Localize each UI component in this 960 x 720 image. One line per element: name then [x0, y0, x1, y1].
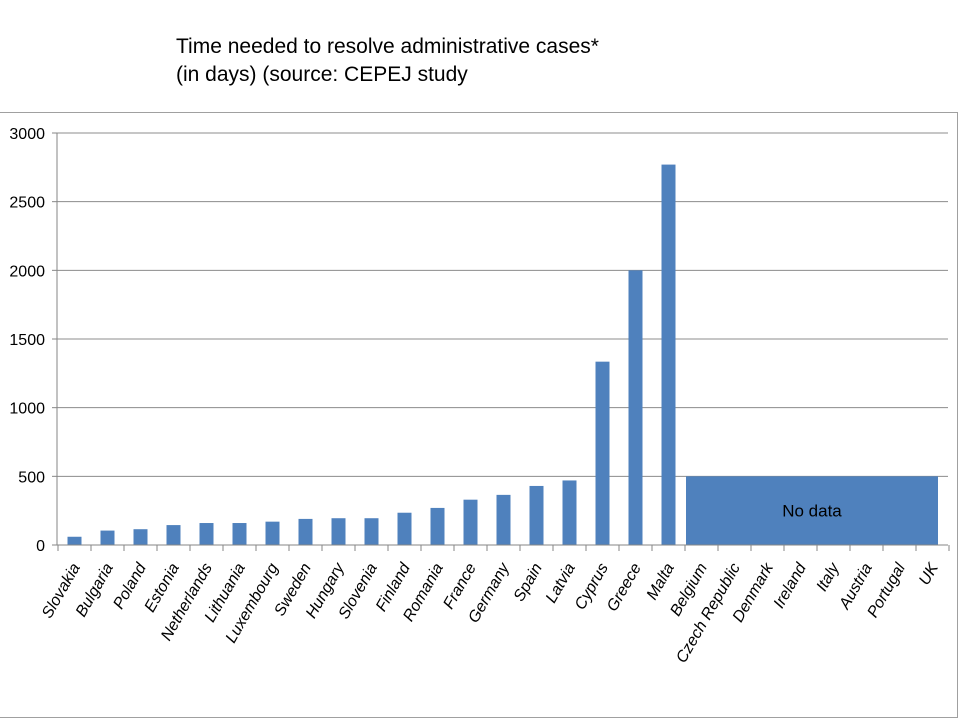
- x-tick-label: Latvia: [543, 560, 579, 606]
- chart-title: Time needed to resolve administrative ca…: [176, 33, 599, 89]
- x-tick-label: UK: [916, 559, 942, 588]
- y-tick-label: 1000: [9, 401, 45, 418]
- no-data-label: No data: [782, 502, 842, 521]
- bar-france: [463, 499, 478, 545]
- y-tick-label: 2500: [9, 195, 45, 212]
- bar-poland: [133, 529, 148, 545]
- bar-lithuania: [232, 523, 247, 545]
- bar-slovenia: [364, 518, 379, 545]
- chart-title-line-1: Time needed to resolve administrative ca…: [176, 35, 599, 58]
- bar-malta: [661, 164, 676, 545]
- y-tick-label: 2000: [9, 263, 45, 280]
- bar-spain: [529, 485, 544, 545]
- bar-cyprus: [595, 361, 610, 545]
- y-tick-label: 3000: [9, 126, 45, 143]
- axes: [52, 132, 950, 551]
- x-tick-label: Spain: [511, 560, 546, 604]
- bars: [67, 164, 938, 545]
- gridlines: [57, 132, 948, 477]
- x-tick-label: Italy: [814, 560, 844, 595]
- bar-estonia: [166, 525, 181, 545]
- y-tick-label: 1500: [9, 332, 45, 349]
- bar-germany: [496, 494, 511, 545]
- bar-greece: [628, 270, 643, 545]
- bar-hungary: [331, 518, 346, 545]
- bar-finland: [397, 512, 412, 545]
- bar-slovakia: [67, 536, 82, 545]
- bar-netherlands: [199, 523, 214, 545]
- bar-bulgaria: [100, 530, 115, 545]
- bar-latvia: [562, 480, 577, 545]
- chart-frame: [0, 112, 958, 718]
- y-tick-label: 0: [36, 538, 45, 555]
- y-tick-label: 500: [18, 469, 45, 486]
- bar-romania: [430, 507, 445, 545]
- chart-title-line-2: (in days) (source: CEPEJ study: [176, 63, 468, 86]
- x-tick-label: Ireland: [771, 560, 811, 612]
- bar-sweden: [298, 518, 313, 545]
- x-tick-label: Malta: [644, 560, 678, 602]
- bar-luxembourg: [265, 521, 280, 545]
- no-data-block: [686, 476, 938, 545]
